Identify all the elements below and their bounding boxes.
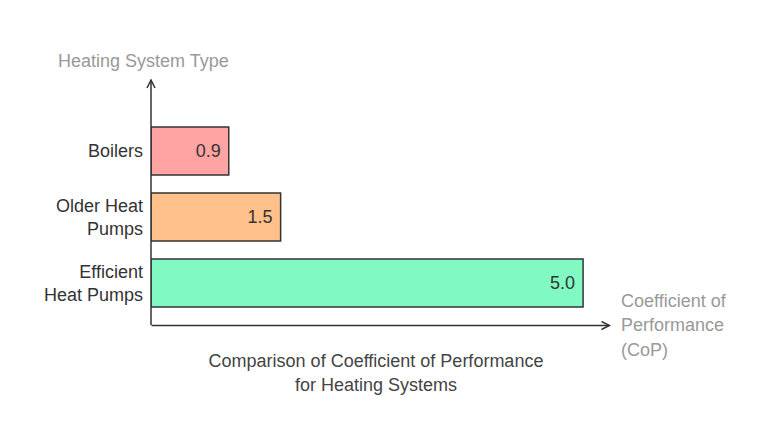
- bars: [151, 127, 583, 307]
- chart-container: 0.9 1.5 5.0 Boilers Older Heat Pumps Efficient…: [0, 0, 776, 447]
- y-axis: Boilers Older Heat Pumps Efficient Heat Pump…: [44, 141, 143, 305]
- data-label: 1.5: [248, 207, 273, 227]
- bar: [151, 259, 583, 307]
- text-line: Efficient: [79, 262, 143, 282]
- y-tick-label: Efficient Heat Pumps: [44, 262, 143, 305]
- data-label: 0.9: [196, 141, 221, 161]
- text-line: Comparison of Coefficient of Performance: [209, 351, 544, 371]
- bar: [151, 127, 229, 175]
- text-line: Performance: [621, 315, 724, 335]
- x-axis: [152, 325, 610, 326]
- chart-title: Comparison of Coefficient of Performance…: [209, 351, 544, 395]
- text-line: Coefficient of: [621, 291, 727, 311]
- text-line: Heat Pumps: [44, 285, 143, 305]
- y-axis-title: Heating System Type: [58, 51, 229, 71]
- y-tick-label: Older Heat Pumps: [56, 196, 143, 239]
- data-labels: 0.9 1.5 5.0: [196, 141, 575, 293]
- text-line: Boilers: [88, 141, 143, 161]
- text-line: Older Heat: [56, 196, 143, 216]
- chart-svg: 0.9 1.5 5.0 Boilers Older Heat Pumps Efficient…: [0, 0, 776, 447]
- x-axis-title: Coefficient of Performance (CoP): [621, 291, 727, 360]
- y-tick: Efficient Heat Pumps: [44, 262, 143, 305]
- bar: [151, 193, 281, 241]
- text-line: (CoP): [621, 340, 668, 360]
- y-tick: Boilers: [88, 141, 143, 161]
- y-tick-label: Boilers: [88, 141, 143, 161]
- y-axis-line: [150, 80, 152, 325]
- y-tick: Older Heat Pumps: [56, 196, 143, 239]
- x-axis-line: [152, 325, 610, 327]
- text-line: Pumps: [87, 219, 143, 239]
- text-line: for Heating Systems: [295, 375, 457, 395]
- data-label: 5.0: [550, 273, 575, 293]
